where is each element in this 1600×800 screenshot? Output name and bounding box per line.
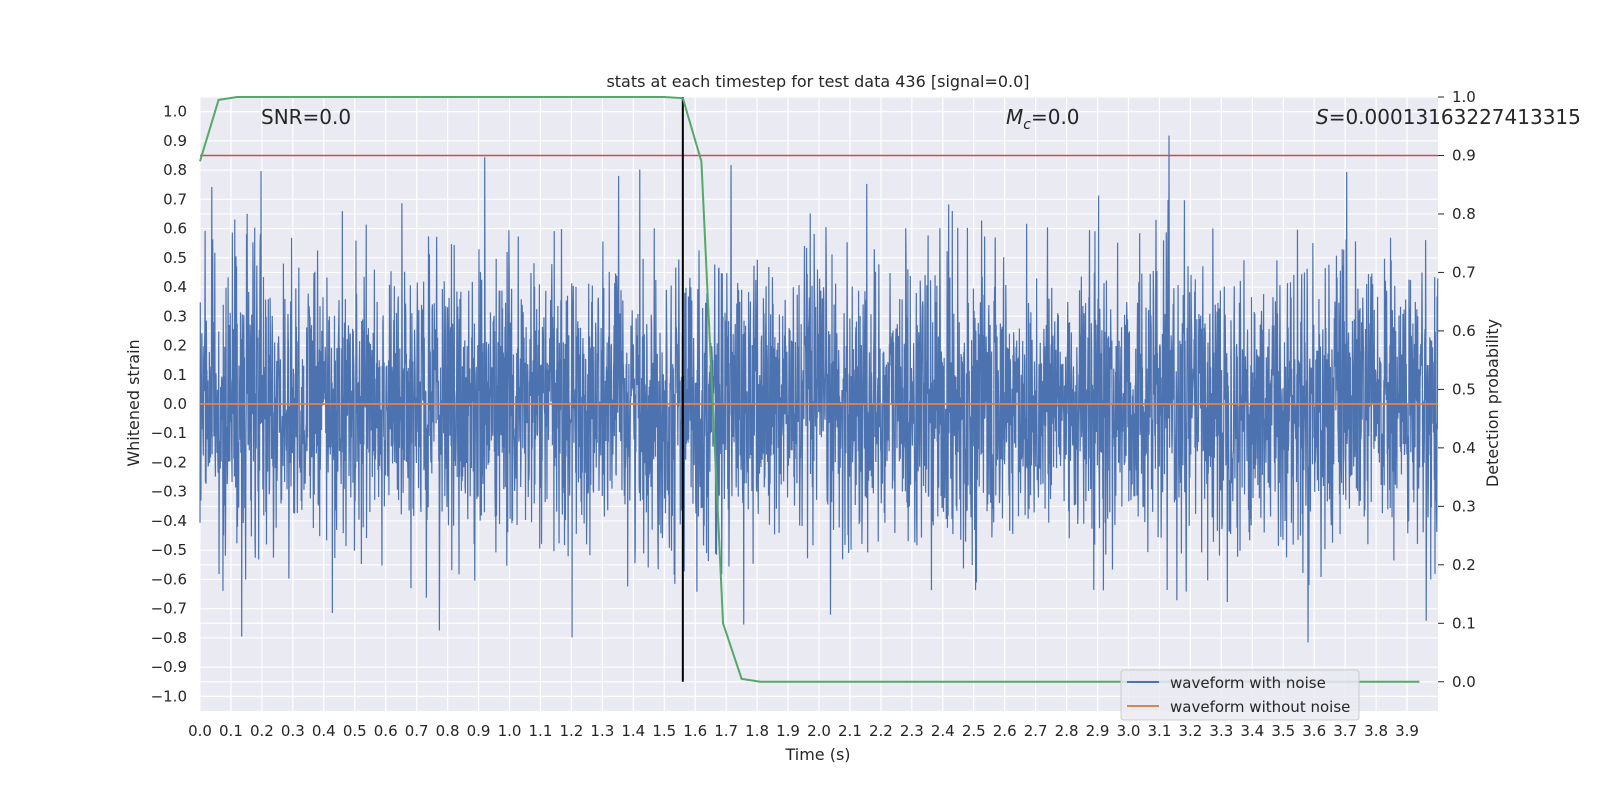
left-y-tick-label: −0.3	[151, 483, 187, 501]
x-tick-label: 1.1	[529, 722, 553, 740]
snr-annotation: SNR=0.0	[261, 105, 351, 129]
x-tick-label: 2.5	[962, 722, 986, 740]
left-y-axis-label: Whitened strain	[124, 339, 143, 466]
x-tick-label: 3.2	[1178, 722, 1202, 740]
left-y-tick-label: 1.0	[163, 103, 187, 121]
x-axis-ticks: 0.0 0.1 0.2 0.3 0.4 0.5 0.6 0.7 0.8 0.9 1.0 1.1 1.2 1…	[188, 722, 1419, 740]
right-y-tick-label: 0.1	[1452, 614, 1476, 632]
left-y-axis-ticks: 1.0 0.9 0.8 0.7 0.6 0.5 0.4 0.3 0.2 0.1 0.0 −0.1 −0.…	[151, 103, 187, 706]
x-tick-label: 0.2	[250, 722, 274, 740]
x-tick-label: 1.8	[745, 722, 769, 740]
right-y-tick-label: 0.0	[1452, 673, 1476, 691]
x-tick-label: 0.0	[188, 722, 212, 740]
x-tick-label: 3.1	[1148, 722, 1172, 740]
x-tick-label: 2.0	[807, 722, 831, 740]
x-tick-label: 1.7	[714, 722, 738, 740]
x-tick-label: 3.0	[1117, 722, 1141, 740]
x-tick-label: 3.3	[1209, 722, 1233, 740]
x-tick-label: 3.6	[1302, 722, 1326, 740]
x-tick-label: 3.7	[1333, 722, 1357, 740]
left-y-tick-label: 0.6	[163, 220, 187, 238]
left-y-tick-label: 0.9	[163, 132, 187, 150]
left-y-tick-label: 0.1	[163, 366, 187, 384]
legend-label-clean: waveform without noise	[1170, 698, 1350, 716]
x-tick-label: 0.3	[281, 722, 305, 740]
left-y-tick-label: 0.5	[163, 249, 187, 267]
s-annotation: S=0.00013163227413315	[1316, 105, 1581, 129]
x-tick-label: 1.4	[621, 722, 645, 740]
x-tick-label: 2.8	[1055, 722, 1079, 740]
x-tick-label: 1.9	[776, 722, 800, 740]
x-tick-label: 0.5	[343, 722, 367, 740]
x-tick-label: 1.2	[559, 722, 583, 740]
left-y-tick-label: 0.4	[163, 278, 187, 296]
x-axis-label: Time (s)	[784, 745, 850, 764]
reference-lines	[200, 97, 1438, 682]
left-y-tick-label: 0.0	[163, 395, 187, 413]
left-y-tick-label: −1.0	[151, 687, 187, 705]
legend-box	[1120, 669, 1360, 721]
left-y-tick-label: −0.7	[151, 600, 187, 618]
x-tick-label: 0.9	[467, 722, 491, 740]
left-y-tick-label: −0.4	[151, 512, 187, 530]
right-y-tick-label: 0.4	[1452, 439, 1476, 457]
x-tick-label: 2.3	[900, 722, 924, 740]
x-tick-label: 1.5	[652, 722, 676, 740]
left-y-tick-label: −0.5	[151, 541, 187, 559]
legend-label-noise: waveform with noise	[1170, 674, 1326, 692]
right-y-tick-label: 0.2	[1452, 556, 1476, 574]
right-y-tick-label: 0.3	[1452, 497, 1476, 515]
x-tick-label: 2.9	[1086, 722, 1110, 740]
right-y-axis-ticks: 1.0 0.9 0.8 0.7 0.6 0.5 0.4 0.3 0.2 0.1 0.0	[1438, 88, 1476, 691]
x-tick-label: 0.6	[374, 722, 398, 740]
left-y-tick-label: 0.3	[163, 307, 187, 325]
detection-probability-series	[199, 96, 1420, 683]
x-tick-label: 0.7	[405, 722, 429, 740]
right-y-tick-label: 0.7	[1452, 263, 1476, 281]
x-tick-label: 1.6	[683, 722, 707, 740]
left-y-tick-label: 0.7	[163, 190, 187, 208]
right-y-axis-label: Detection probability	[1483, 319, 1502, 487]
chirp-mass-annotation: Mc=0.0	[1006, 105, 1080, 133]
left-y-tick-label: −0.9	[151, 658, 187, 676]
x-tick-label: 2.7	[1024, 722, 1048, 740]
x-tick-label: 0.1	[219, 722, 243, 740]
left-y-tick-label: −0.8	[151, 629, 187, 647]
legend: waveform with noise waveform without noi…	[1120, 669, 1360, 721]
waveform-with-noise-series	[199, 135, 1439, 643]
x-tick-label: 2.6	[993, 722, 1017, 740]
left-y-tick-label: 0.8	[163, 161, 187, 179]
left-y-tick-label: −0.2	[151, 453, 187, 471]
left-y-tick-label: 0.2	[163, 337, 187, 355]
x-tick-label: 3.4	[1240, 722, 1264, 740]
right-y-tick-label: 0.8	[1452, 205, 1476, 223]
x-tick-label: 0.8	[436, 722, 460, 740]
x-tick-label: 2.1	[838, 722, 862, 740]
detection-probability-line	[199, 96, 1420, 683]
left-y-tick-label: −0.6	[151, 570, 187, 588]
chart-title: stats at each timestep for test data 436…	[606, 72, 1029, 91]
right-y-tick-label: 0.6	[1452, 322, 1476, 340]
x-tick-label: 3.9	[1395, 722, 1419, 740]
x-tick-label: 1.0	[498, 722, 522, 740]
x-tick-label: 2.4	[931, 722, 955, 740]
x-tick-label: 3.8	[1364, 722, 1388, 740]
right-y-tick-label: 0.5	[1452, 380, 1476, 398]
x-tick-label: 1.3	[590, 722, 614, 740]
left-y-tick-label: −0.1	[151, 424, 187, 442]
x-tick-label: 0.4	[312, 722, 336, 740]
x-tick-label: 2.2	[869, 722, 893, 740]
waveform-with-noise-line	[199, 135, 1439, 643]
x-tick-label: 3.5	[1271, 722, 1295, 740]
right-y-tick-label: 1.0	[1452, 88, 1476, 106]
right-y-tick-label: 0.9	[1452, 146, 1476, 164]
